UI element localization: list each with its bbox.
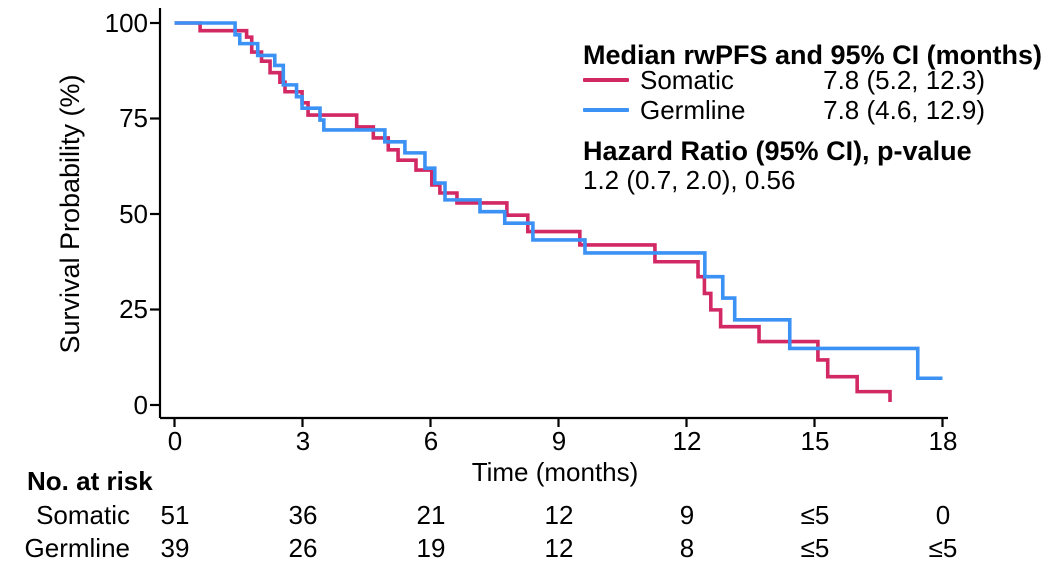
- x-axis-title: Time (months): [471, 457, 639, 487]
- risk-cell: 26: [288, 533, 318, 563]
- y-tick-50: 50: [119, 199, 148, 229]
- risk-cell: 51: [160, 500, 190, 530]
- hazard-ratio-value: 1.2 (0.7, 2.0), 0.56: [583, 165, 796, 195]
- risk-table-header: No. at risk: [27, 466, 153, 496]
- germline-line-swatch: [583, 108, 629, 112]
- risk-row-label-germline: Germline: [24, 533, 130, 563]
- legend-value-somatic: 7.8 (5.2, 12.3): [823, 65, 985, 95]
- x-tick-6: 6: [423, 426, 439, 456]
- y-tick-25: 25: [119, 294, 148, 324]
- legend-label-germline: Germline: [640, 95, 746, 125]
- y-axis-title: Survival Probability (%): [55, 74, 85, 354]
- x-tick-18: 18: [928, 426, 958, 456]
- risk-cell: 12: [544, 500, 574, 530]
- km-curve-somatic: [174, 21, 892, 402]
- legend-label-somatic: Somatic: [640, 65, 734, 95]
- risk-cell: ≤5: [800, 500, 830, 530]
- risk-cell: ≤5: [928, 533, 958, 563]
- x-tick-0: 0: [167, 426, 183, 456]
- risk-row-label-somatic: Somatic: [36, 500, 130, 530]
- risk-cell: 8: [679, 533, 695, 563]
- risk-cell: 19: [416, 533, 446, 563]
- km-curve-germline: [174, 21, 943, 381]
- risk-cell: 39: [160, 533, 190, 563]
- risk-cell: 12: [544, 533, 574, 563]
- legend-title: Median rwPFS and 95% CI (months): [583, 40, 1043, 70]
- legend-value-germline: 7.8 (4.6, 12.9): [823, 95, 985, 125]
- hazard-ratio-title: Hazard Ratio (95% CI), p-value: [583, 136, 972, 166]
- risk-cell: 0: [935, 500, 951, 530]
- risk-cell: 21: [416, 500, 446, 530]
- y-tick-0: 0: [133, 390, 148, 420]
- x-tick-12: 12: [672, 426, 702, 456]
- x-tick-15: 15: [800, 426, 830, 456]
- y-tick-100: 100: [104, 8, 148, 38]
- risk-cell: ≤5: [800, 533, 830, 563]
- x-tick-9: 9: [551, 426, 567, 456]
- risk-cell: 36: [288, 500, 318, 530]
- y-tick-75: 75: [119, 103, 148, 133]
- risk-cell: 9: [679, 500, 695, 530]
- x-tick-3: 3: [295, 426, 311, 456]
- somatic-line-swatch: [583, 78, 629, 82]
